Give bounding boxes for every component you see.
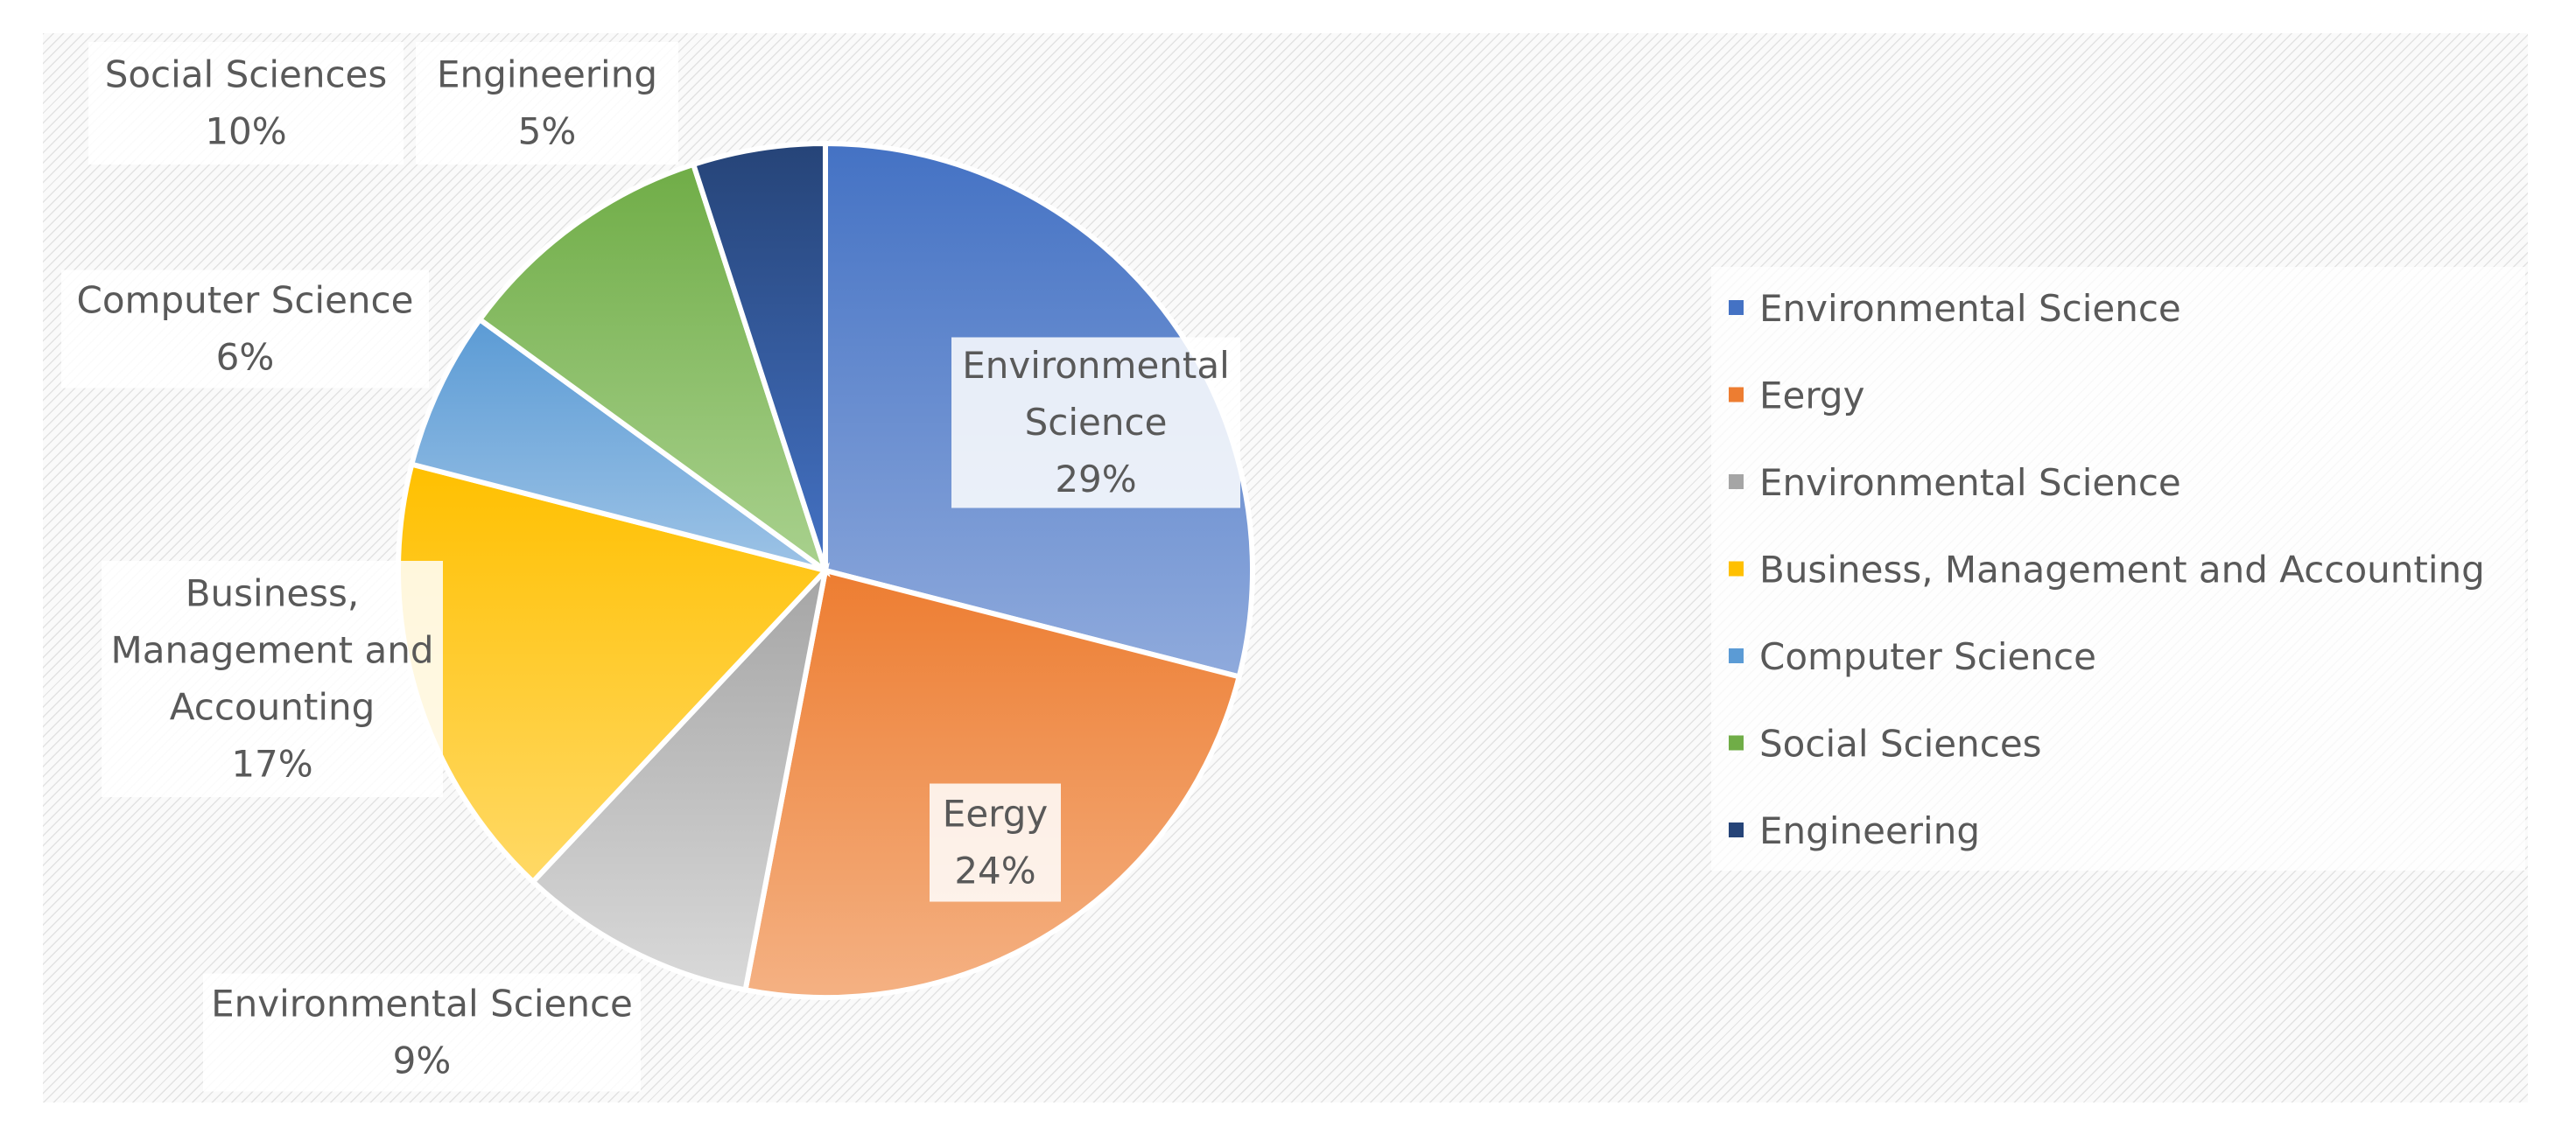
data-label: Eergy 24% [930, 783, 1061, 902]
legend-label: Eergy [1759, 374, 1864, 417]
data-label-box [88, 42, 404, 164]
legend-swatch [1729, 387, 1744, 402]
legend-label: Environmental Science [1759, 287, 2181, 330]
data-label-box [203, 973, 641, 1092]
data-label: Business, Management and Accounting 17% [102, 561, 443, 797]
data-label-text: Science [1025, 401, 1168, 444]
legend-label: Engineering [1759, 809, 1980, 852]
data-label-box [951, 337, 1240, 508]
data-label-text: Environmental Science [211, 983, 633, 1026]
legend-swatch [1729, 735, 1744, 751]
pie-slice [690, 140, 828, 571]
pie-slices [396, 140, 1255, 1001]
legend-swatch [1729, 474, 1744, 489]
data-label-text: Engineering [437, 53, 657, 96]
legend-item: Environmental Science [1729, 461, 2181, 504]
data-label-text: Accounting [170, 686, 376, 729]
data-label-box [930, 783, 1061, 902]
data-label-text: Environmental [962, 344, 1230, 387]
data-label-text: Computer Science [77, 279, 414, 322]
data-label-box [416, 42, 678, 164]
data-label-box [102, 561, 443, 797]
legend-item: Business, Management and Accounting [1729, 549, 2485, 592]
data-label: Environmental Science 29% [951, 337, 1240, 508]
legend-label: Environmental Science [1759, 461, 2181, 504]
data-label-text: 6% [216, 336, 275, 379]
data-label-text: 24% [954, 850, 1035, 892]
pie-slice [529, 562, 830, 993]
legend-label: Computer Science [1759, 635, 2096, 678]
data-label-text: 5% [518, 110, 577, 153]
data-label: Engineering 5% [416, 42, 678, 164]
legend-swatch [1729, 648, 1744, 663]
legend-item: Environmental Science [1729, 287, 2181, 330]
legend-swatch [1729, 561, 1744, 577]
legend-item: Eergy [1729, 374, 1864, 417]
data-label-box [61, 270, 429, 388]
legend-swatch [1729, 300, 1744, 315]
legend-swatch [1729, 822, 1744, 837]
data-label-text: Eergy [943, 793, 1048, 836]
pie-slice [408, 315, 827, 573]
data-labels: Environmental Science 29% Eergy 24% Environme… [61, 42, 1240, 1092]
data-label-text: 9% [393, 1040, 452, 1082]
data-label-text: 17% [231, 743, 312, 786]
data-label-text: 10% [205, 110, 286, 153]
data-label-text: Business, [186, 572, 360, 615]
legend-item: Computer Science [1729, 635, 2096, 678]
legend-label: Business, Management and Accounting [1759, 549, 2485, 592]
legend-item: Social Sciences [1729, 723, 2042, 766]
pie-slice [476, 161, 831, 578]
data-label: Social Sciences 10% [88, 42, 404, 164]
data-label-text: 29% [1055, 458, 1136, 500]
data-label: Environmental Science 9% [203, 973, 641, 1092]
legend-item: Engineering [1729, 809, 1980, 852]
data-label-text: Management and [110, 629, 433, 672]
data-label: Computer Science 6% [61, 270, 429, 388]
legend-label: Social Sciences [1759, 723, 2042, 766]
data-label-text: Social Sciences [105, 53, 388, 96]
legend: Environmental Science Eergy Environmental … [1711, 267, 2525, 871]
